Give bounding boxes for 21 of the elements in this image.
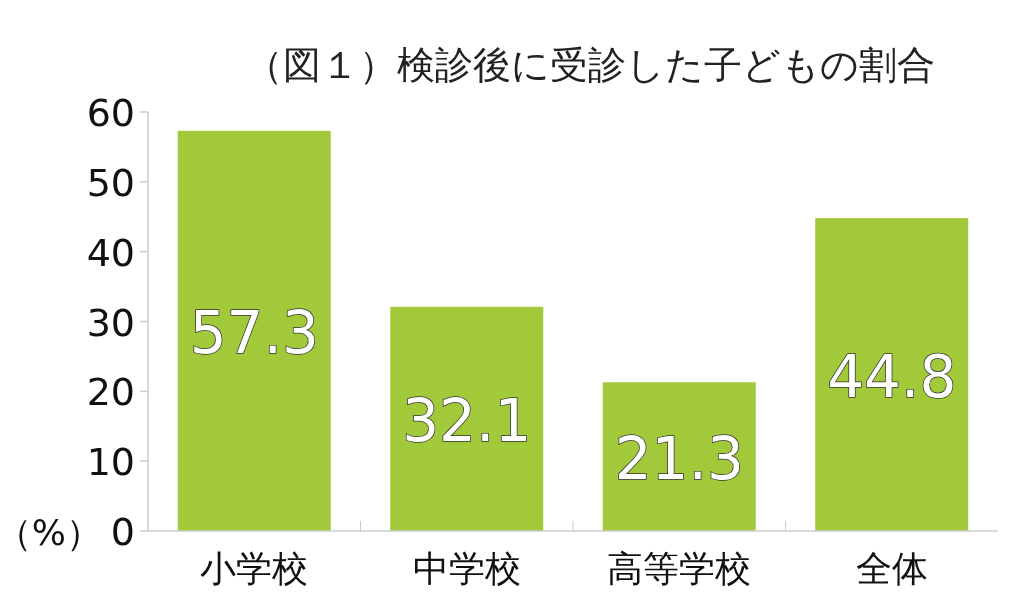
y-tick-label: 30 <box>86 300 135 345</box>
x-tick-label: 全体 <box>855 548 928 589</box>
y-tick-label: 10 <box>86 440 135 485</box>
data-label: 32.1 <box>402 386 532 455</box>
x-tick-label: 中学校 <box>412 548 521 589</box>
data-label: 21.3 <box>614 424 744 493</box>
y-axis-title: （%） <box>0 512 102 553</box>
y-tick-label: 40 <box>86 230 135 275</box>
chart-title: （図１）検診後に受診した子どもの割合 <box>245 43 935 87</box>
data-label: 57.3 <box>189 298 319 367</box>
x-tick-label: 高等学校 <box>607 548 752 589</box>
y-tick-label: 50 <box>86 160 135 205</box>
x-tick-label: 小学校 <box>200 548 309 589</box>
bar <box>815 218 969 531</box>
y-tick-label: 20 <box>86 370 135 415</box>
bar <box>177 130 331 531</box>
bar <box>390 306 544 531</box>
bar <box>602 382 756 531</box>
data-label: 44.8 <box>827 342 957 411</box>
y-tick-label: 60 <box>86 91 135 135</box>
y-tick-label: 0 <box>110 510 135 554</box>
